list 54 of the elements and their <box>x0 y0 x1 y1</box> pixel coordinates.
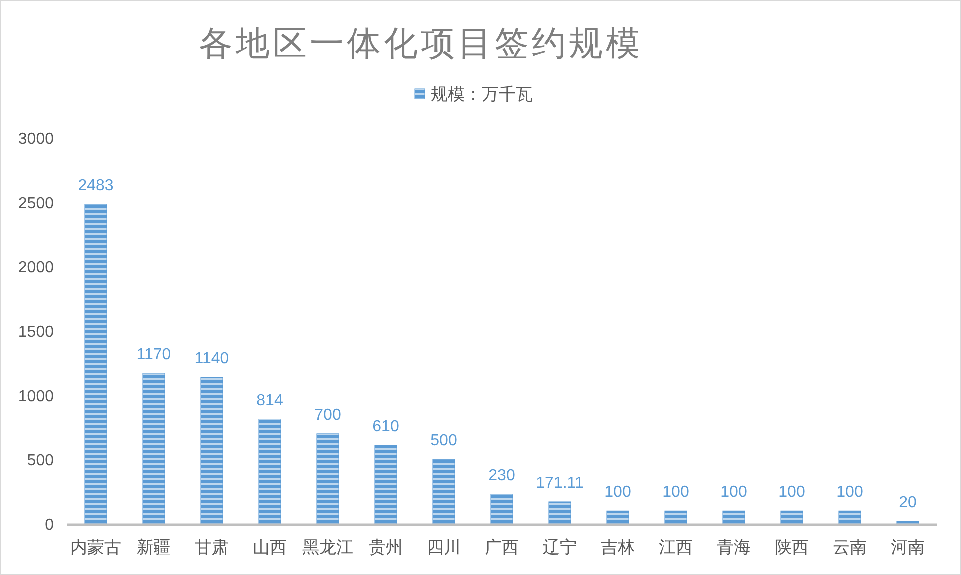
x-tick-label: 内蒙古 <box>70 538 122 557</box>
bar <box>374 445 398 524</box>
chart-title: 各地区一体化项目签约规模 <box>199 26 643 63</box>
x-tick-label: 新疆 <box>137 538 171 557</box>
y-tick-label: 500 <box>27 452 54 470</box>
y-tick-label: 2000 <box>18 260 54 277</box>
x-tick-label: 青海 <box>717 538 751 557</box>
data-label: 610 <box>372 418 400 436</box>
y-tick-label: 3000 <box>18 131 54 148</box>
bar <box>838 510 862 524</box>
x-tick-label: 河南 <box>891 538 925 557</box>
x-tick-label: 甘肃 <box>195 538 229 557</box>
data-label: 500 <box>430 432 458 450</box>
bar <box>432 459 456 524</box>
bar <box>490 494 514 524</box>
data-label: 171.11 <box>536 474 584 492</box>
data-label: 100 <box>604 484 632 502</box>
data-label: 100 <box>720 484 748 502</box>
data-label: 100 <box>836 484 864 502</box>
legend: 规模：万千瓦 <box>414 85 533 104</box>
bar <box>548 502 572 524</box>
data-label: 2483 <box>78 178 114 195</box>
data-label: 20 <box>899 494 917 512</box>
bar <box>780 510 804 524</box>
x-tick-label: 江西 <box>659 538 693 557</box>
x-tick-label: 辽宁 <box>543 538 577 557</box>
x-tick-label: 贵州 <box>369 538 403 557</box>
bar <box>258 419 282 524</box>
data-label: 1170 <box>136 346 172 364</box>
bar <box>722 510 746 524</box>
bar <box>316 434 340 524</box>
x-tick-label: 四川 <box>427 538 461 557</box>
data-label: 100 <box>778 484 806 502</box>
x-tick-label: 云南 <box>833 538 867 557</box>
x-tick-label: 陕西 <box>775 538 809 557</box>
data-label: 700 <box>314 406 342 424</box>
bar <box>664 510 688 524</box>
bar <box>84 204 108 524</box>
bar <box>200 377 224 524</box>
bar <box>142 373 166 524</box>
y-tick-label: 1500 <box>18 324 54 341</box>
x-tick-label: 黑龙江 <box>302 538 354 557</box>
y-tick-label: 1000 <box>18 388 54 406</box>
y-tick-label: 0 <box>45 517 54 534</box>
data-label: 1140 <box>194 350 230 368</box>
x-tick-label: 广西 <box>485 538 519 557</box>
bar <box>896 521 920 524</box>
data-label: 100 <box>662 484 690 502</box>
data-label: 814 <box>256 392 284 410</box>
y-tick-label: 2500 <box>18 195 54 212</box>
x-tick-label: 山西 <box>253 538 287 557</box>
x-tick-label: 吉林 <box>601 538 635 557</box>
bar <box>606 510 630 524</box>
data-label: 230 <box>488 467 516 484</box>
